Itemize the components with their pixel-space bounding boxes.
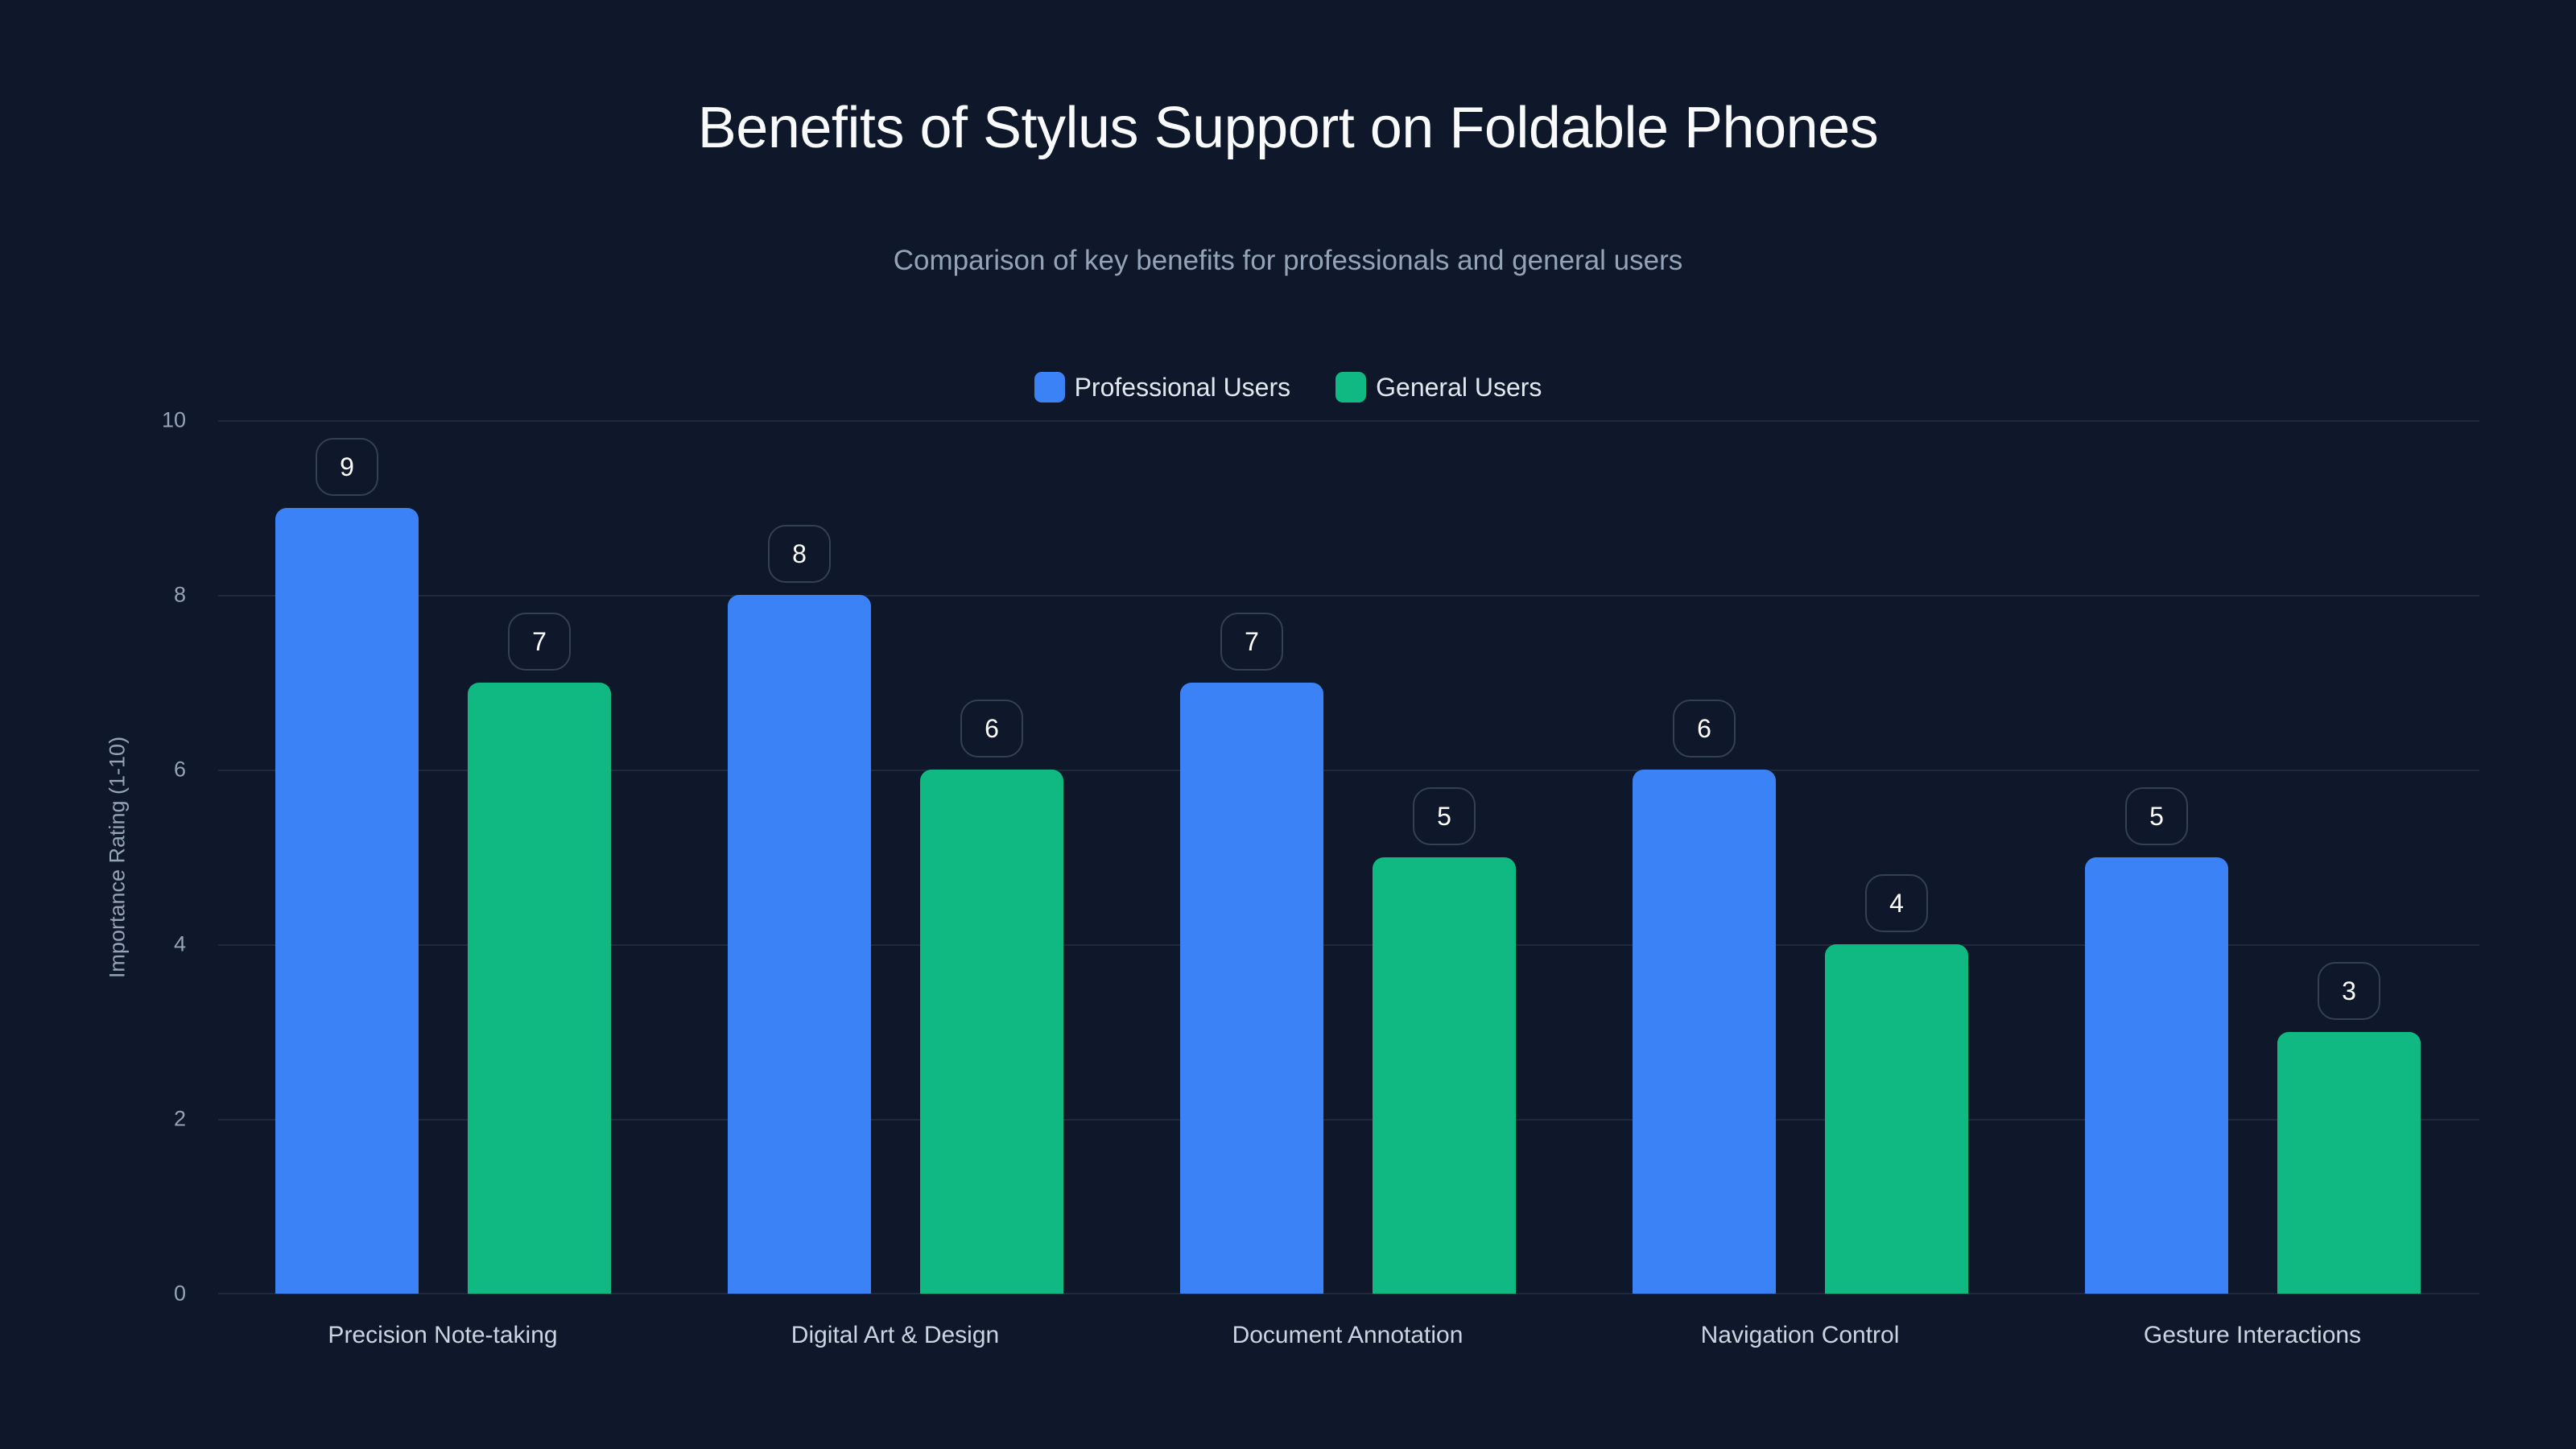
legend-label-general: General Users: [1376, 372, 1542, 402]
y-tick-6: 6: [173, 757, 186, 782]
x-label-navigation-control: Navigation Control: [1700, 1322, 1900, 1348]
legend-item-general[interactable]: General Users: [1335, 372, 1542, 402]
y-tick-0: 0: [173, 1281, 186, 1306]
x-label-document-annotation: Document Annotation: [1232, 1322, 1463, 1348]
y-tick-4: 4: [173, 931, 186, 956]
chart-title: Benefits of Stylus Support on Foldable P…: [697, 96, 1879, 160]
value-label: 6: [1673, 700, 1736, 758]
bar-general-precision-note-taking[interactable]: [468, 683, 611, 1294]
value-label: 5: [2125, 787, 2188, 845]
bar-professional-precision-note-taking[interactable]: [275, 508, 419, 1294]
bar-general-digital-art-design[interactable]: [920, 770, 1063, 1294]
gridline-8: [218, 595, 2479, 597]
value-label: 7: [1220, 613, 1283, 671]
legend-label-professional: Professional Users: [1074, 372, 1291, 402]
gridline-0: [218, 1293, 2479, 1294]
bar-general-document-annotation[interactable]: [1373, 857, 1516, 1294]
value-label: 3: [2318, 962, 2380, 1020]
gridline-2: [218, 1119, 2479, 1121]
value-label: 4: [1865, 874, 1928, 932]
gridline-6: [218, 770, 2479, 771]
value-label: 8: [768, 525, 831, 583]
bar-general-gesture-interactions[interactable]: [2277, 1032, 2421, 1294]
bar-general-navigation-control[interactable]: [1825, 944, 1968, 1294]
value-label: 9: [316, 438, 378, 496]
gridline-10: [218, 420, 2479, 422]
x-label-digital-art-design: Digital Art & Design: [791, 1322, 1000, 1348]
legend: Professional Users General Users: [0, 372, 2576, 402]
chart-subtitle: Comparison of key benefits for professio…: [893, 245, 1683, 276]
y-tick-10: 10: [161, 407, 186, 432]
value-label: 5: [1413, 787, 1476, 845]
x-label-precision-note-taking: Precision Note-taking: [328, 1322, 558, 1348]
bar-professional-digital-art-design[interactable]: [728, 595, 871, 1294]
legend-item-professional[interactable]: Professional Users: [1034, 372, 1291, 402]
y-tick-2: 2: [173, 1106, 186, 1131]
value-label: 7: [508, 613, 571, 671]
legend-swatch-general: [1335, 372, 1367, 402]
y-tick-8: 8: [173, 582, 186, 607]
x-label-gesture-interactions: Gesture Interactions: [2143, 1322, 2362, 1348]
bar-professional-navigation-control[interactable]: [1633, 770, 1776, 1294]
bar-professional-document-annotation[interactable]: [1180, 683, 1323, 1294]
plot-area: 10 8 6 4 2 0 9 7 8 6 7 5 6 4 5 3: [162, 408, 2479, 1306]
legend-swatch-professional: [1034, 372, 1065, 402]
bar-professional-gesture-interactions[interactable]: [2085, 857, 2228, 1294]
gridline-4: [218, 944, 2479, 946]
value-label: 6: [960, 700, 1023, 758]
